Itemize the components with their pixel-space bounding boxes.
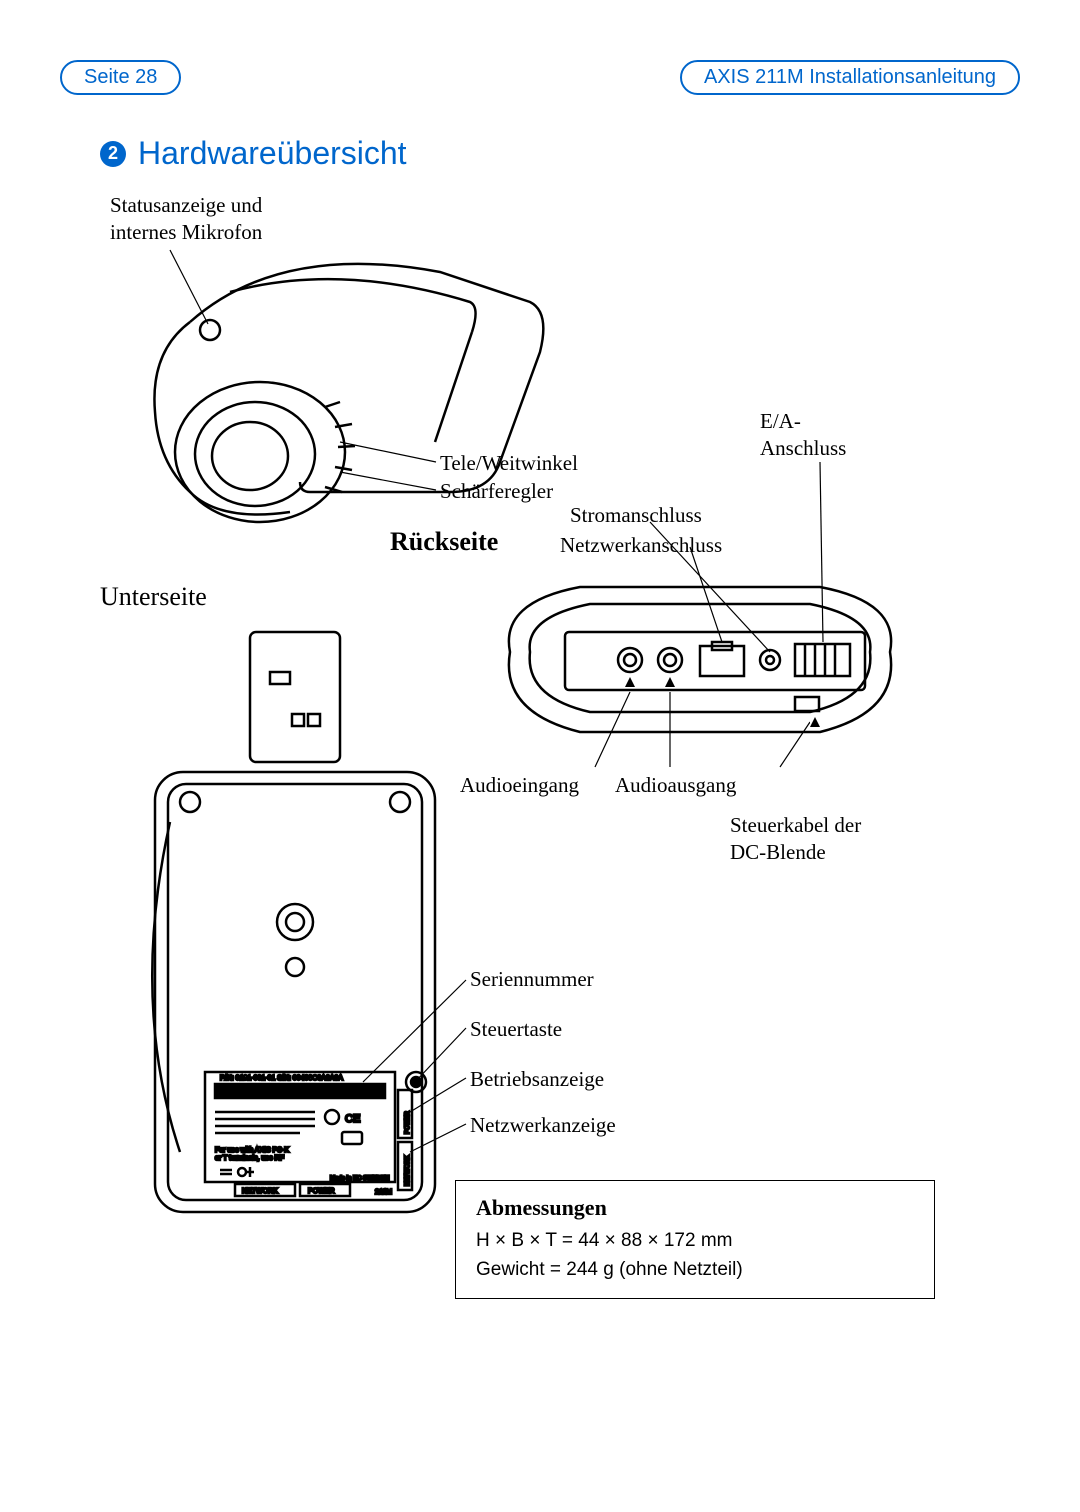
dimensions-box: Abmessungen H × B × T = 44 × 88 × 172 mm…	[455, 1180, 935, 1299]
svg-text:Made in EC SWEDEN: Made in EC SWEDEN	[330, 1176, 389, 1182]
svg-text:POWER: POWER	[308, 1188, 334, 1195]
label-power-led: Betriebsanzeige	[470, 1066, 604, 1093]
svg-text:211M: 211M	[375, 1189, 392, 1196]
dimensions-size: H × B × T = 44 × 88 × 172 mm	[476, 1227, 914, 1256]
svg-text:NETWORK: NETWORK	[242, 1188, 278, 1195]
section-title: 2 Hardwareübersicht	[100, 135, 1020, 172]
label-control: Steuertaste	[470, 1016, 562, 1043]
svg-text:or T terminals, use RF: or T terminals, use RF	[215, 1155, 284, 1162]
dimensions-title: Abmessungen	[476, 1195, 914, 1221]
label-network-led: Netzwerkanzeige	[470, 1112, 616, 1139]
step-badge: 2	[100, 141, 126, 167]
dimensions-weight: Gewicht = 244 g (ohne Netzteil)	[476, 1256, 914, 1285]
label-dc-iris: Steuerkabel der DC-Blende	[730, 812, 861, 867]
page-number-pill: Seite 28	[60, 60, 181, 95]
svg-text:CE: CE	[345, 1113, 360, 1125]
section-title-text: Hardwareübersicht	[138, 135, 407, 172]
leaders-bottom	[360, 962, 480, 1162]
diagram-area: Statusanzeige und internes Mikrofon Tele…	[60, 192, 1020, 1392]
label-serial: Seriennummer	[470, 966, 594, 993]
heading-bottom: Unterseite	[100, 582, 207, 612]
svg-text:P/N: 0191-001-01 S/N: 00408C: P/N: 0191-001-01 S/N: 00408C0A0A0A	[220, 1075, 343, 1082]
leader-tele-focus	[330, 432, 450, 502]
leader-status-mic	[100, 232, 260, 352]
svg-text:For use with AXIS PS-K: For use with AXIS PS-K	[215, 1147, 289, 1154]
leaders-audio	[460, 682, 810, 782]
doc-title-pill: AXIS 211M Installationsanleitung	[680, 60, 1020, 95]
